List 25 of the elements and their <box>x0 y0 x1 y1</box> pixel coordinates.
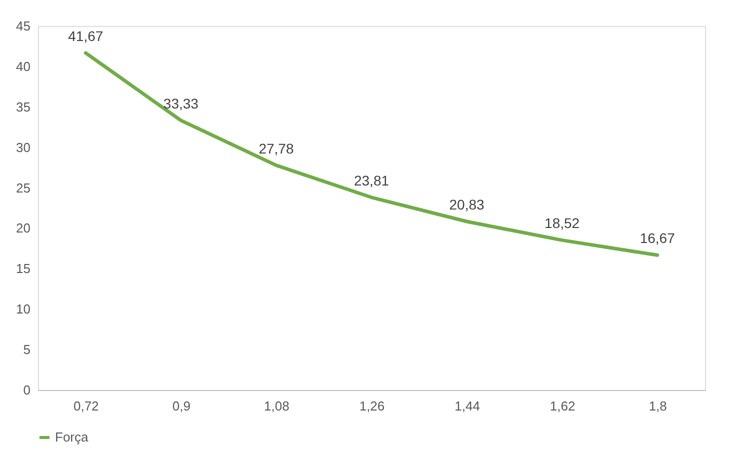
data-label: 23,81 <box>354 172 390 188</box>
x-tick-label: 1,44 <box>454 398 480 414</box>
y-tick-label: 20 <box>16 220 30 236</box>
x-tick-label: 1,26 <box>359 398 385 414</box>
x-tick-label: 1,8 <box>648 398 667 414</box>
data-label: 33,33 <box>163 95 199 112</box>
y-tick-label: 35 <box>16 99 30 114</box>
x-tick-label: 0,9 <box>172 398 190 414</box>
y-tick-label: 30 <box>16 140 30 155</box>
y-tick-label: 5 <box>23 342 30 358</box>
data-label: 27,78 <box>258 140 294 156</box>
y-tick-label: 40 <box>16 58 30 74</box>
x-tick-label: 1,62 <box>550 398 576 414</box>
data-label: 16,67 <box>640 230 676 246</box>
data-label: 41,67 <box>68 28 104 44</box>
data-label: 20,83 <box>449 196 485 213</box>
y-tick-label: 0 <box>23 382 30 398</box>
x-tick-label: 1,08 <box>264 398 290 414</box>
data-label: 18,52 <box>544 215 580 232</box>
x-tick-label: 0,72 <box>73 398 99 414</box>
y-tick-label: 15 <box>16 261 30 276</box>
y-tick-label: 25 <box>16 180 30 196</box>
y-tick-label: 45 <box>16 18 30 34</box>
y-tick-label: 10 <box>16 302 30 317</box>
legend-label: Força <box>55 430 89 444</box>
